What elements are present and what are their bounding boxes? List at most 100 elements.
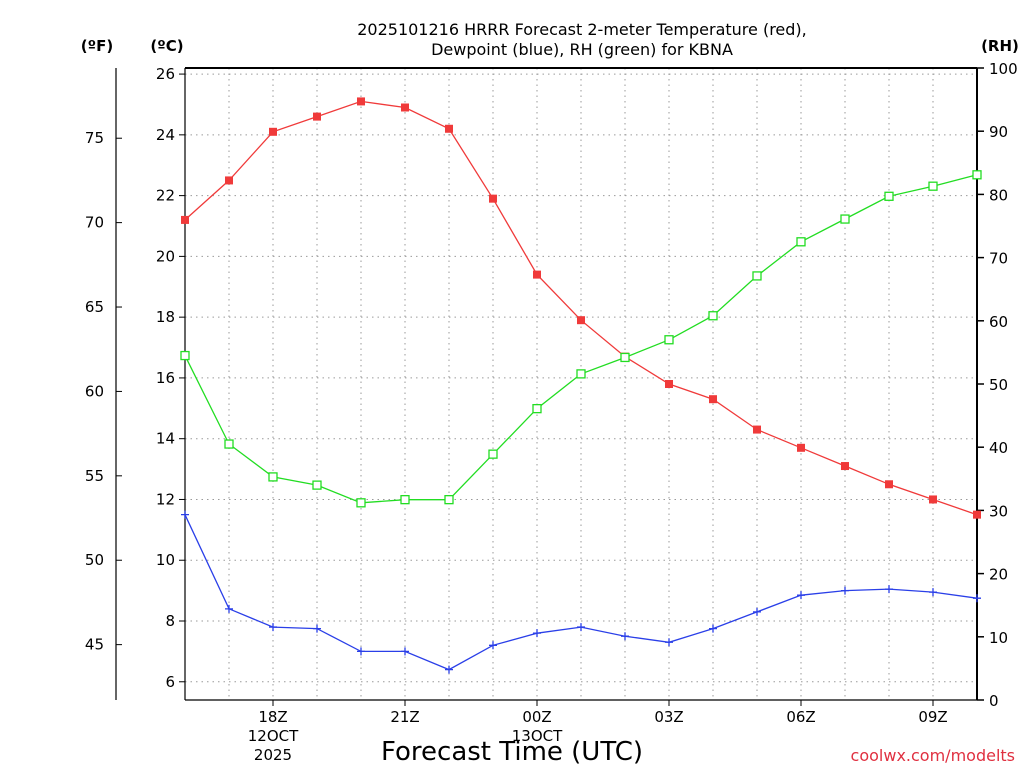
rh-point	[928, 181, 938, 191]
dewpoint-point	[489, 641, 497, 650]
temperature-point	[929, 495, 937, 504]
temperature-point	[973, 510, 981, 519]
rh-tick-label: 60	[989, 313, 1008, 331]
rh-tick-label: 100	[989, 60, 1018, 78]
dewpoint-point	[533, 629, 541, 638]
rh-point	[268, 472, 278, 482]
rh-tick-label: 50	[989, 376, 1008, 394]
rh-tick-label: 80	[989, 186, 1008, 204]
rh-point	[444, 495, 454, 505]
celsius-tick-label: 18	[156, 308, 175, 326]
fahrenheit-tick-label: 75	[85, 129, 104, 147]
fahrenheit-tick-label: 60	[85, 382, 104, 400]
temperature-point	[445, 124, 453, 133]
rh-point	[400, 495, 410, 505]
dewpoint-point	[313, 624, 321, 633]
temperature-point	[533, 270, 541, 279]
x-axis-label: Forecast Time (UTC)	[381, 737, 643, 767]
rh-point	[840, 214, 850, 224]
celsius-unit-label: (ºC)	[150, 37, 183, 55]
credit-text: coolwx.com/modelts	[851, 746, 1015, 765]
temperature-point	[225, 176, 233, 185]
rh-point	[884, 191, 894, 201]
dewpoint-point	[929, 588, 937, 597]
x-tick-label: 06Z	[786, 708, 815, 726]
rh-point	[972, 170, 982, 180]
temperature-point	[665, 380, 673, 388]
rh-tick-label: 10	[989, 629, 1008, 647]
dewpoint-point	[885, 585, 893, 594]
celsius-tick-label: 22	[156, 187, 175, 205]
celsius-tick-label: 26	[156, 65, 175, 83]
series-group	[180, 97, 982, 674]
grid	[185, 68, 977, 700]
rh-unit-label: (RH)	[981, 37, 1019, 55]
dewpoint-point	[665, 638, 673, 647]
temperature-point	[357, 97, 365, 106]
fahrenheit-tick-label: 45	[85, 636, 104, 654]
temperature-point	[885, 480, 893, 489]
temperature-point	[577, 316, 585, 325]
fahrenheit-tick-label: 70	[85, 214, 104, 232]
rh-point	[224, 439, 234, 449]
rh-point	[576, 369, 586, 379]
dewpoint-point	[753, 607, 761, 616]
chart-title-line-1: 2025101216 HRRR Forecast 2-meter Tempera…	[357, 20, 807, 39]
x-tick-sublabel: 12OCT	[248, 727, 299, 745]
celsius-tick-label: 14	[156, 430, 175, 448]
celsius-tick-label: 24	[156, 126, 175, 144]
rh-tick-label: 30	[989, 502, 1008, 520]
x-tick-label: 09Z	[918, 708, 947, 726]
rh-point	[620, 352, 630, 363]
temperature-point	[269, 127, 277, 136]
dewpoint-point	[797, 591, 805, 600]
fahrenheit-tick-label: 50	[85, 551, 104, 569]
temperature-point	[753, 425, 761, 434]
dewpoint-point	[841, 586, 849, 595]
dewpoint-point	[621, 632, 629, 641]
rh-tick-label: 20	[989, 566, 1008, 584]
rh-tick-label: 40	[989, 439, 1008, 457]
temperature-point	[489, 194, 497, 203]
temperature-point	[313, 112, 321, 121]
x-tick-sublabel: 13OCT	[512, 727, 563, 745]
x-tick-label: 00Z	[522, 708, 551, 726]
rh-point	[312, 480, 322, 490]
celsius-tick-label: 6	[165, 673, 175, 691]
rh-point	[752, 271, 762, 281]
celsius-tick-label: 16	[156, 369, 175, 387]
chart-title-line-2: Dewpoint (blue), RH (green) for KBNA	[431, 40, 733, 59]
dewpoint-point	[269, 623, 277, 632]
dewpoint-point	[401, 647, 409, 656]
rh-tick-label: 90	[989, 123, 1008, 141]
x-tick-label: 03Z	[654, 708, 683, 726]
rh-point	[708, 311, 718, 321]
text-group: 2025101216 HRRR Forecast 2-meter Tempera…	[81, 20, 1019, 767]
x-tick-sublabel: 2025	[254, 746, 292, 764]
dewpoint-point	[973, 594, 981, 603]
rh-point	[532, 403, 542, 414]
fahrenheit-tick-label: 65	[85, 298, 104, 316]
x-tick-label: 18Z	[258, 708, 287, 726]
dewpoint-point	[225, 604, 233, 613]
dewpoint-point	[357, 647, 365, 656]
celsius-tick-label: 8	[165, 612, 175, 630]
fahrenheit-tick-label: 55	[85, 467, 104, 485]
dewpoint-point	[577, 623, 585, 632]
axes: 6 8 10 12 14 16 18 20 22 24 26 45 50 55 60 65 70 75 0 10 20 3…	[85, 60, 1018, 764]
celsius-tick-label: 20	[156, 247, 175, 265]
fahrenheit-unit-label: (ºF)	[81, 37, 113, 55]
temperature-point	[841, 462, 849, 471]
dewpoint-point	[181, 510, 189, 519]
rh-point	[664, 335, 674, 345]
rh-point	[796, 237, 806, 247]
temperature-point	[401, 103, 409, 112]
celsius-tick-label: 12	[156, 490, 175, 508]
x-tick-label: 21Z	[390, 708, 419, 726]
temperature-point	[709, 395, 717, 404]
dewpoint-point	[445, 665, 453, 674]
temperature-point	[797, 443, 805, 452]
rh-point	[356, 498, 366, 508]
celsius-tick-label: 10	[156, 551, 175, 569]
